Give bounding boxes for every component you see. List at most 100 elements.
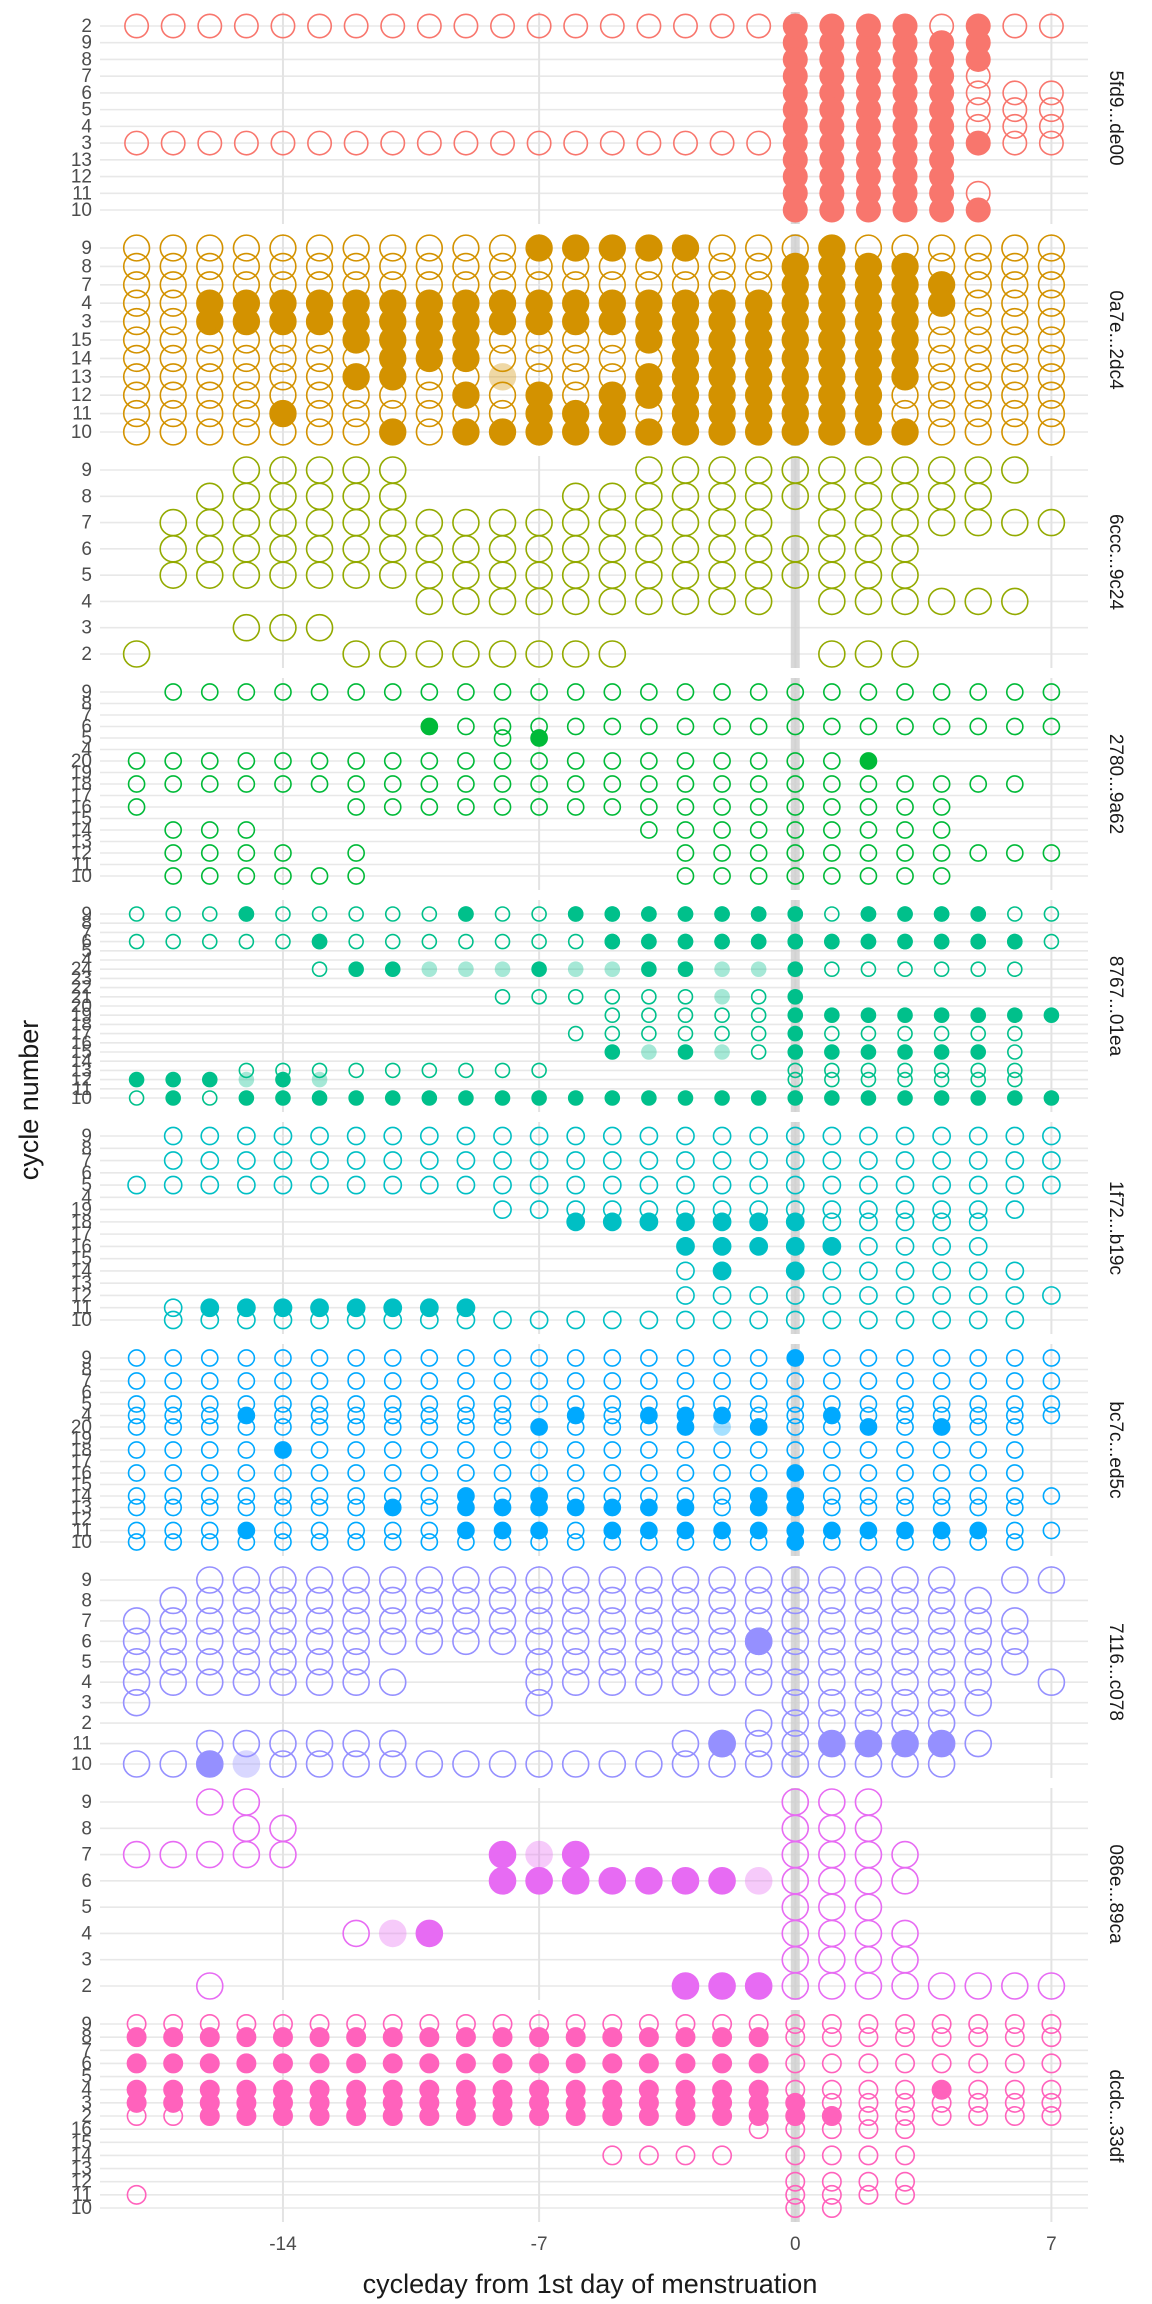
data-point [164,844,183,862]
y-tick-label: 10 [71,1310,92,1331]
data-point [127,798,146,816]
data-point [897,1025,913,1042]
data-point [897,1044,913,1060]
data-point [126,2106,147,2127]
data-point [1001,399,1029,428]
data-point [1007,906,1023,922]
data-point [787,906,804,922]
data-point [854,1668,883,1697]
data-point [1007,961,1023,978]
data-point [823,1498,841,1517]
data-point [310,1521,329,1540]
data-point [598,1627,627,1656]
data-point [421,1090,438,1106]
data-point [822,1151,842,1170]
data-point [1004,2053,1025,2074]
data-point [933,1025,950,1042]
data-point [965,130,991,156]
data-point [236,1126,256,1146]
data-point [970,1007,987,1024]
data-point [671,1867,700,1895]
data-point [200,1372,219,1390]
y-tick-label: 8 [81,49,92,70]
data-point [122,271,151,299]
y-tick-label: 6 [81,932,92,953]
data-point [927,1627,956,1656]
data-point [342,234,370,262]
data-point [201,906,218,922]
data-point [311,1062,328,1079]
data-point [713,1418,731,1436]
data-point [854,1688,883,1717]
data-point [237,1498,256,1517]
data-point [604,933,621,950]
data-point [824,1025,840,1042]
data-point [274,1372,292,1390]
data-point [744,252,773,281]
data-point [785,1286,805,1305]
y-tick-label: 19 [71,763,92,784]
data-point [455,2027,476,2048]
data-point [342,561,370,589]
data-point [347,775,365,793]
data-point [380,13,406,39]
y-tick-label: 4 [81,1406,92,1427]
data-point [823,1349,841,1367]
data-point [821,2171,842,2192]
data-point [530,1395,548,1413]
data-point [896,1372,914,1390]
data-point [860,933,877,950]
data-point [932,1498,951,1517]
data-point [195,1750,224,1778]
data-point [530,1533,548,1551]
data-point [638,2053,659,2074]
y-tick-label: 4 [81,1672,92,1693]
y-tick-label: 11 [72,404,92,425]
data-point [603,1533,622,1551]
data-point [604,1090,621,1106]
data-point [343,130,369,156]
y-tick-label: 10 [71,1754,92,1775]
data-point [713,1406,731,1425]
y-tick-label: 5 [81,1394,92,1415]
data-point [238,933,255,950]
data-point [781,1647,810,1676]
data-point [932,844,951,862]
y-tick-label: 13 [71,832,92,853]
data-point [603,752,622,770]
data-point [968,2106,989,2127]
facet-strip-label: dcdc...33df [1105,2070,1126,2164]
data-point [859,1126,878,1146]
data-point [859,1310,878,1330]
data-point [854,1566,883,1594]
data-point [561,1627,590,1656]
data-point [310,1533,329,1551]
data-point [1042,1406,1061,1425]
data-point [1005,775,1024,793]
data-point [927,508,956,537]
data-point [563,13,589,39]
data-point [933,906,950,922]
data-point [897,1071,913,1088]
data-point [525,344,553,373]
data-point [525,1647,553,1676]
data-point [348,961,364,978]
data-point [891,1647,919,1676]
data-point [964,289,992,317]
y-tick-label: 14 [71,820,93,841]
data-point [785,1310,805,1330]
data-point [269,613,297,642]
data-point [859,1372,878,1390]
data-point [1007,1007,1023,1024]
data-point [964,587,993,616]
data-point [598,587,627,616]
data-point [676,1441,695,1459]
y-tick-label: 6 [81,717,92,738]
data-point [970,906,987,922]
data-point [896,1533,914,1551]
data-point [566,1349,585,1367]
data-point [419,1151,439,1170]
data-point [1001,381,1029,409]
data-point [270,13,296,39]
data-point [419,2106,440,2127]
